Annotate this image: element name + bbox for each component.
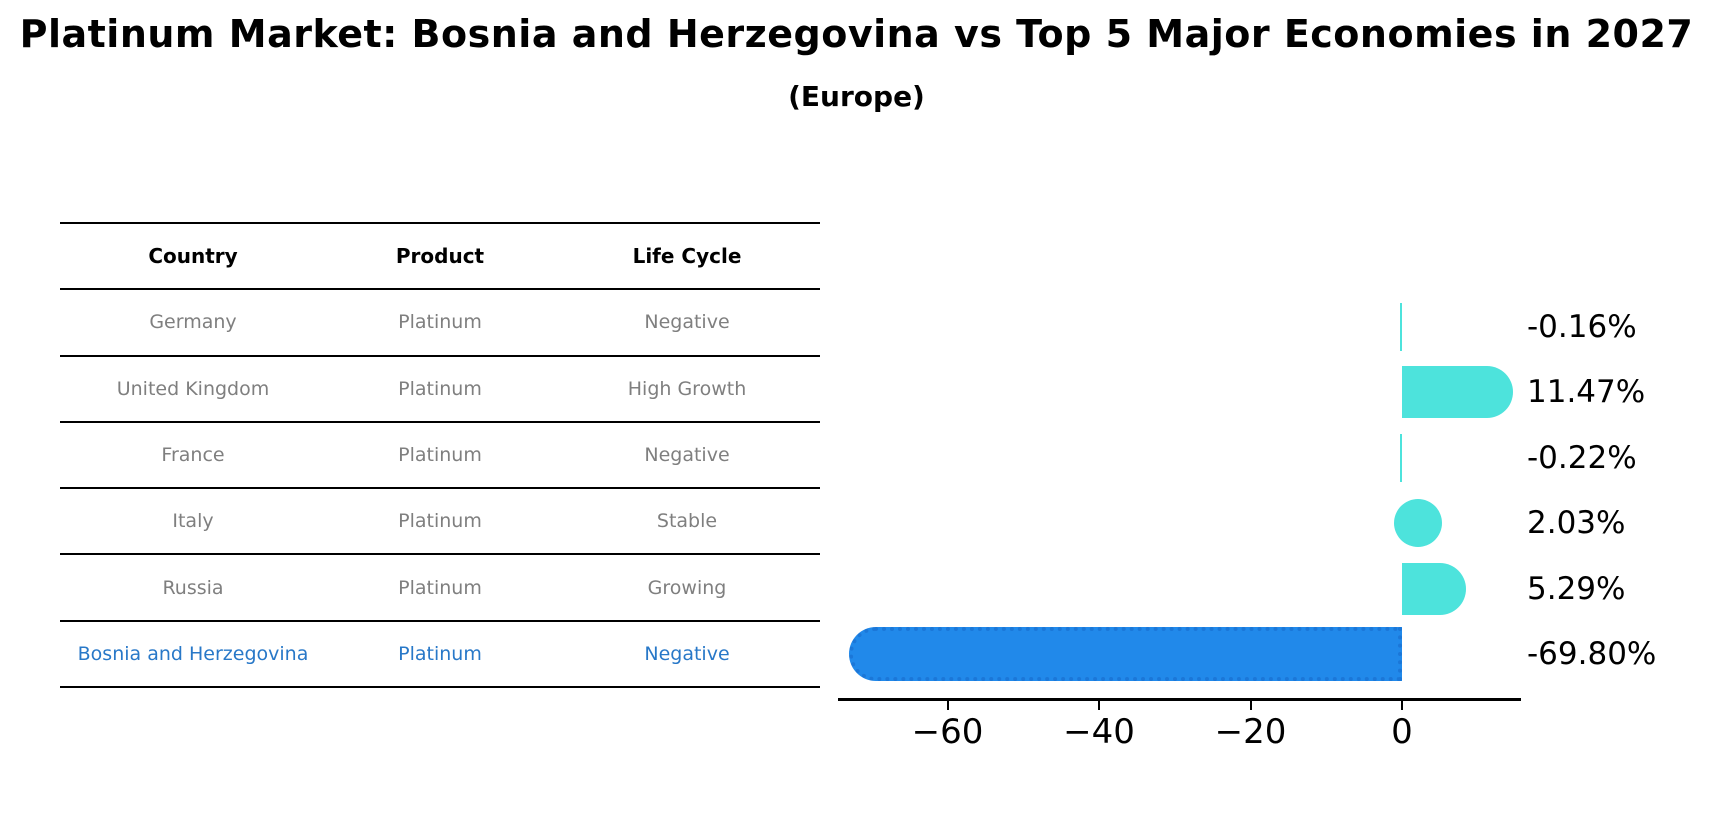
bar-united-kingdom bbox=[1402, 366, 1513, 419]
bar-france bbox=[1399, 433, 1402, 482]
cell-country: Russia bbox=[162, 576, 224, 599]
table-row: Italy Platinum Stable bbox=[60, 489, 820, 556]
table-header-row: Country Product Life Cycle bbox=[60, 224, 820, 291]
bar-value-label: -0.16% bbox=[1527, 309, 1637, 345]
x-tick-mark bbox=[1249, 701, 1252, 710]
table-row-highlighted: Bosnia and Herzegovina Platinum Negative bbox=[60, 622, 820, 689]
table-row: Russia Platinum Growing bbox=[60, 555, 820, 622]
x-axis-line bbox=[838, 698, 1521, 701]
cell-life-cycle: Negative bbox=[644, 444, 730, 467]
cell-life-cycle: Negative bbox=[644, 642, 730, 665]
cell-country: Italy bbox=[172, 510, 214, 533]
bar-bosnia-and-herzegovina bbox=[849, 627, 1402, 681]
table-row: Germany Platinum Negative bbox=[60, 290, 820, 357]
cell-life-cycle: Negative bbox=[644, 311, 730, 334]
x-tick-mark bbox=[1098, 701, 1100, 710]
chart-subtitle: (Europe) bbox=[788, 80, 925, 113]
cell-product: Platinum bbox=[398, 377, 482, 400]
cell-country: Germany bbox=[149, 311, 237, 334]
bar-germany bbox=[1399, 303, 1402, 351]
table-row: United Kingdom Platinum High Growth bbox=[60, 357, 820, 423]
cell-life-cycle: Growing bbox=[647, 576, 727, 599]
cell-life-cycle: High Growth bbox=[627, 377, 747, 400]
cell-life-cycle: Stable bbox=[656, 510, 718, 533]
column-header-country: Country bbox=[148, 244, 238, 269]
bar-value-label: 11.47% bbox=[1527, 374, 1646, 411]
column-header-product: Product bbox=[395, 244, 485, 269]
cell-country: United Kingdom bbox=[116, 377, 270, 400]
chart-title: Platinum Market: Bosnia and Herzegovina … bbox=[19, 12, 1694, 56]
cell-product: Platinum bbox=[398, 576, 482, 599]
bar-value-label: 2.03% bbox=[1527, 505, 1626, 542]
cell-product: Platinum bbox=[398, 311, 482, 334]
table-row: France Platinum Negative bbox=[60, 423, 820, 490]
column-header-life-cycle: Life Cycle bbox=[632, 244, 742, 269]
x-tick-mark bbox=[1401, 701, 1403, 710]
cell-country: Bosnia and Herzegovina bbox=[77, 642, 309, 665]
bar-value-label: 5.29% bbox=[1527, 570, 1626, 607]
bar-italy bbox=[1394, 499, 1442, 548]
bar-russia bbox=[1402, 562, 1467, 615]
comparison-table: Country Product Life Cycle Germany Plati… bbox=[60, 222, 820, 689]
x-tick-label: −40 bbox=[1063, 712, 1135, 752]
cell-product: Platinum bbox=[398, 510, 482, 533]
cell-country: France bbox=[161, 444, 225, 467]
cell-product: Platinum bbox=[398, 444, 482, 467]
x-tick-mark bbox=[946, 701, 949, 710]
bar-value-label: -0.22% bbox=[1527, 439, 1637, 476]
x-tick-label: −60 bbox=[911, 712, 984, 752]
x-tick-label: 0 bbox=[1391, 712, 1413, 752]
bar-value-label: -69.80% bbox=[1527, 636, 1657, 672]
cell-product: Platinum bbox=[398, 642, 482, 665]
x-tick-label: −20 bbox=[1214, 712, 1287, 752]
